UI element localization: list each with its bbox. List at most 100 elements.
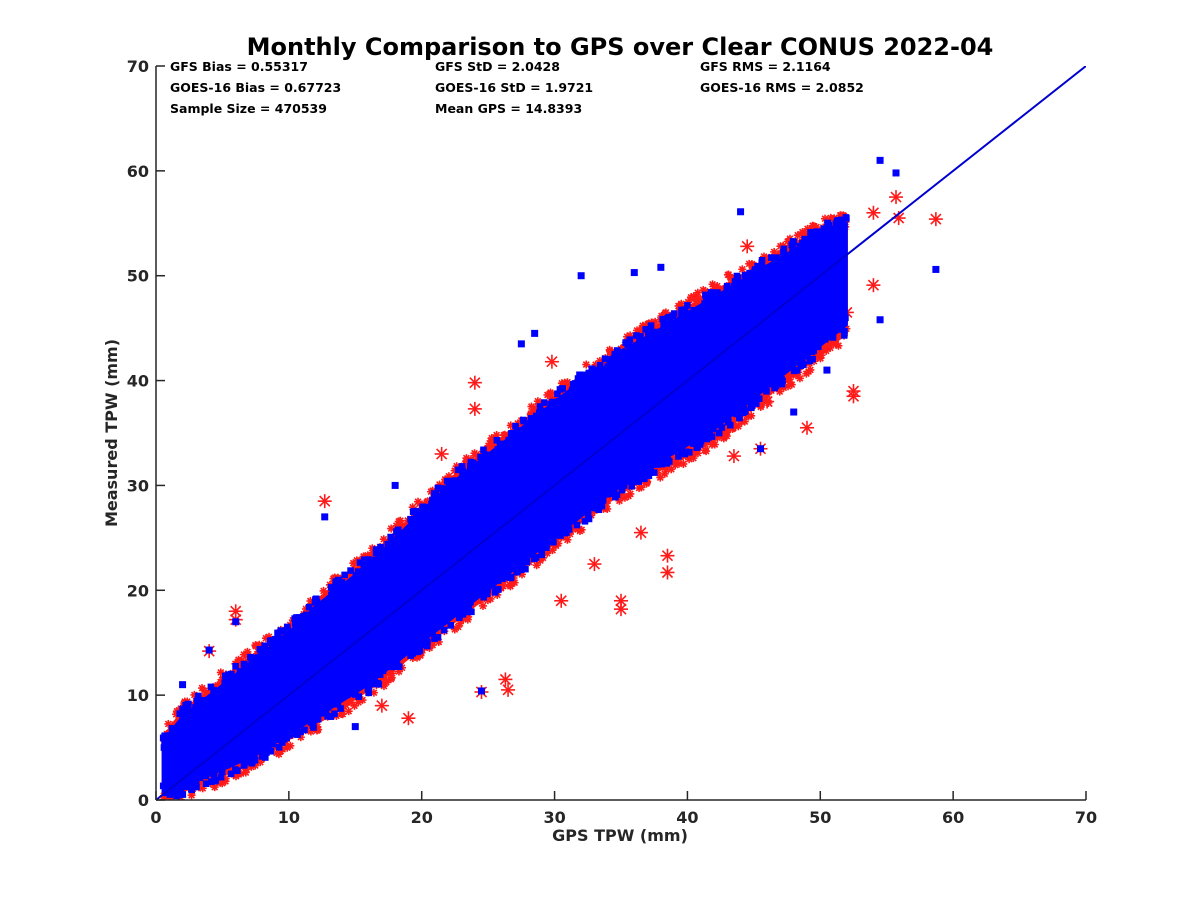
outlier-point xyxy=(726,449,741,464)
outlier-point xyxy=(587,557,602,572)
data-point xyxy=(650,469,658,476)
data-point xyxy=(830,233,837,240)
data-point xyxy=(407,515,414,523)
data-point xyxy=(572,385,580,393)
data-point xyxy=(647,459,655,467)
y-tick-label: 60 xyxy=(127,162,149,181)
data-point xyxy=(771,384,778,392)
data-point xyxy=(407,652,414,659)
data-point xyxy=(484,586,491,594)
data-point xyxy=(569,380,577,388)
data-point xyxy=(568,386,576,394)
data-point xyxy=(160,744,168,751)
outlier-point xyxy=(374,698,389,713)
data-point xyxy=(393,659,401,666)
data-point xyxy=(236,668,244,675)
data-point xyxy=(752,400,760,407)
data-point xyxy=(166,779,173,787)
data-point xyxy=(653,335,660,342)
outlier-point xyxy=(866,205,881,220)
data-point xyxy=(294,731,301,738)
data-point xyxy=(314,715,322,723)
data-point xyxy=(202,780,210,788)
data-point xyxy=(628,482,636,490)
data-point xyxy=(283,743,292,752)
outlier-point xyxy=(737,208,745,216)
data-point xyxy=(598,502,606,510)
data-point xyxy=(718,424,726,431)
outlier-point xyxy=(321,513,329,521)
data-point xyxy=(500,440,507,448)
data-point xyxy=(480,593,488,601)
data-point xyxy=(341,571,348,579)
data-point xyxy=(202,772,209,780)
data-point xyxy=(185,716,193,723)
data-point xyxy=(596,361,604,369)
data-point xyxy=(801,350,809,358)
y-tick-label: 50 xyxy=(127,267,149,286)
data-point xyxy=(807,233,815,241)
data-point xyxy=(817,238,824,245)
data-point xyxy=(183,774,191,782)
y-tick-label: 40 xyxy=(127,372,149,391)
data-point xyxy=(318,703,326,711)
outlier-point xyxy=(614,602,628,617)
data-point xyxy=(730,283,738,290)
data-point xyxy=(833,220,841,227)
data-point xyxy=(231,674,238,682)
data-point xyxy=(227,675,235,683)
data-point xyxy=(523,558,531,566)
data-point xyxy=(778,380,786,388)
data-point xyxy=(370,669,378,676)
data-point xyxy=(472,590,480,598)
outlier-point xyxy=(401,711,416,726)
data-point xyxy=(189,710,197,717)
outlier-point xyxy=(660,565,675,580)
data-point xyxy=(617,351,624,359)
data-point xyxy=(159,782,167,790)
outlier-point xyxy=(232,618,240,626)
data-point xyxy=(252,654,260,662)
data-point xyxy=(223,762,230,769)
data-point xyxy=(767,373,775,380)
data-point xyxy=(281,635,289,643)
data-point xyxy=(536,403,544,410)
data-point xyxy=(229,758,236,765)
data-point xyxy=(734,274,742,281)
data-point xyxy=(215,687,222,695)
data-point xyxy=(467,458,475,466)
data-point xyxy=(328,591,335,599)
data-point xyxy=(365,689,373,697)
data-point xyxy=(835,227,843,234)
data-point xyxy=(501,573,508,581)
data-point xyxy=(448,487,455,494)
data-point xyxy=(741,271,749,279)
data-point xyxy=(703,294,711,301)
data-point xyxy=(262,754,269,761)
data-point xyxy=(300,613,307,620)
data-point xyxy=(579,371,586,379)
data-point xyxy=(731,278,739,285)
data-point xyxy=(706,299,713,307)
data-point xyxy=(515,560,523,567)
data-point xyxy=(457,607,465,615)
data-point xyxy=(480,446,487,454)
data-point xyxy=(582,360,591,369)
data-point xyxy=(724,270,733,279)
data-point xyxy=(507,574,514,582)
chart-title: Monthly Comparison to GPS over Clear CON… xyxy=(247,33,994,61)
data-point xyxy=(660,469,669,478)
data-point xyxy=(661,455,669,462)
data-point xyxy=(182,701,190,709)
data-point xyxy=(699,425,706,433)
data-point xyxy=(552,525,560,532)
data-point xyxy=(412,648,419,656)
data-point xyxy=(701,446,710,455)
x-tick-label: 0 xyxy=(150,808,161,827)
data-point xyxy=(365,556,372,563)
data-point xyxy=(810,344,817,351)
data-point xyxy=(635,484,644,493)
data-point xyxy=(319,586,328,595)
data-point xyxy=(836,326,843,333)
data-point xyxy=(218,768,226,776)
